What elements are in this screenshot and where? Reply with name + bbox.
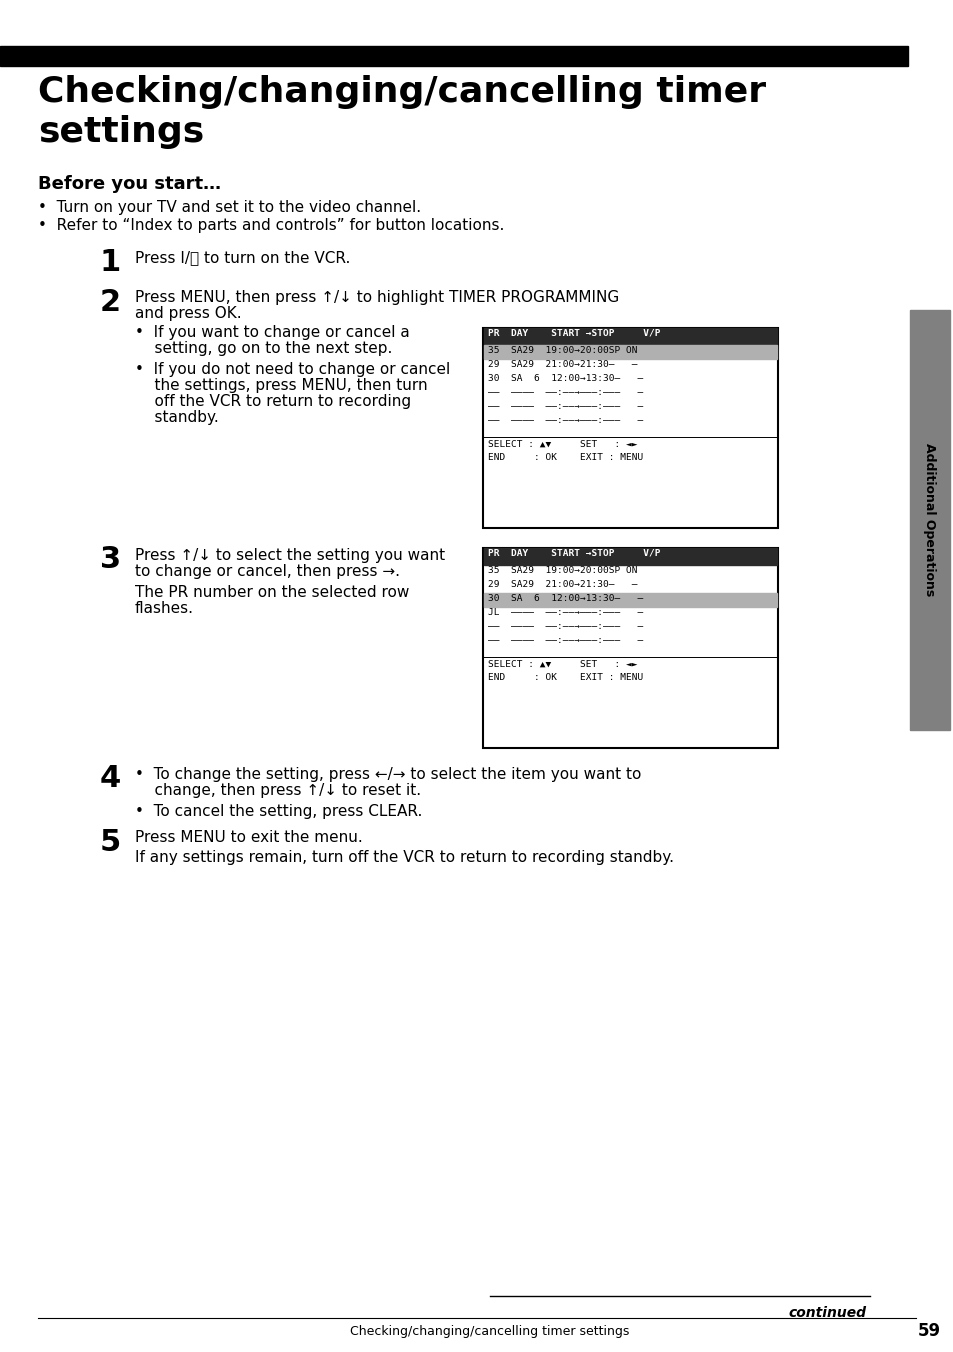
Text: If any settings remain, turn off the VCR to return to recording standby.: If any settings remain, turn off the VCR… — [135, 850, 673, 865]
Text: 4: 4 — [100, 764, 121, 794]
Text: 29  SA29  21:00→21:30–   –: 29 SA29 21:00→21:30– – — [488, 360, 637, 369]
Text: •  Refer to “Index to parts and controls” for button locations.: • Refer to “Index to parts and controls”… — [38, 218, 504, 233]
Text: •  If you do not need to change or cancel: • If you do not need to change or cancel — [135, 362, 450, 377]
Text: SELECT : ▲▼     SET   : ◄►: SELECT : ▲▼ SET : ◄► — [488, 660, 637, 669]
Text: ––  ––––  ––:––→–––:–––   –: –– –––– ––:––→–––:––– – — [488, 622, 642, 631]
Text: 35  SA29  19:00→20:00SP ON: 35 SA29 19:00→20:00SP ON — [488, 346, 637, 356]
Text: 59: 59 — [917, 1322, 941, 1340]
Text: 1: 1 — [100, 247, 121, 277]
Text: to change or cancel, then press →.: to change or cancel, then press →. — [135, 564, 399, 579]
Text: END     : OK    EXIT : MENU: END : OK EXIT : MENU — [488, 673, 642, 681]
Bar — [909, 310, 949, 730]
Text: 29  SA29  21:00→21:30–   –: 29 SA29 21:00→21:30– – — [488, 580, 637, 589]
Text: ––  ––––  ––:––→–––:–––   –: –– –––– ––:––→–––:––– – — [488, 416, 642, 425]
Bar — [482, 329, 778, 529]
Text: ––  ––––  ––:––→–––:–––   –: –– –––– ––:––→–––:––– – — [488, 402, 642, 411]
Text: PR  DAY    START →STOP     V/P: PR DAY START →STOP V/P — [488, 549, 659, 558]
Bar — [483, 594, 776, 607]
Text: 35  SA29  19:00→20:00SP ON: 35 SA29 19:00→20:00SP ON — [488, 566, 637, 575]
Text: off the VCR to return to recording: off the VCR to return to recording — [135, 393, 411, 410]
Text: •  To cancel the setting, press CLEAR.: • To cancel the setting, press CLEAR. — [135, 804, 422, 819]
Text: continued: continued — [787, 1306, 865, 1320]
Text: change, then press ↑/↓ to reset it.: change, then press ↑/↓ to reset it. — [135, 783, 420, 798]
Text: 30  SA  6  12:00→13:30–   –: 30 SA 6 12:00→13:30– – — [488, 594, 642, 603]
Bar — [483, 329, 776, 345]
Text: setting, go on to the next step.: setting, go on to the next step. — [135, 341, 392, 356]
Text: JL  ––––  ––:––→–––:–––   –: JL –––– ––:––→–––:––– – — [488, 608, 642, 617]
Text: •  If you want to change or cancel a: • If you want to change or cancel a — [135, 324, 410, 339]
Text: and press OK.: and press OK. — [135, 306, 241, 320]
Text: the settings, press MENU, then turn: the settings, press MENU, then turn — [135, 379, 427, 393]
Text: 3: 3 — [100, 545, 121, 575]
Text: PR  DAY    START →STOP     V/P: PR DAY START →STOP V/P — [488, 329, 659, 338]
Text: Before you start…: Before you start… — [38, 174, 221, 193]
Text: Additional Operations: Additional Operations — [923, 443, 936, 596]
Text: SELECT : ▲▼     SET   : ◄►: SELECT : ▲▼ SET : ◄► — [488, 439, 637, 449]
Text: •  To change the setting, press ←/→ to select the item you want to: • To change the setting, press ←/→ to se… — [135, 767, 640, 781]
Text: END     : OK    EXIT : MENU: END : OK EXIT : MENU — [488, 453, 642, 462]
Text: Checking/changing/cancelling timer: Checking/changing/cancelling timer — [38, 74, 765, 110]
Bar — [483, 548, 776, 565]
Text: 30  SA  6  12:00→13:30–   –: 30 SA 6 12:00→13:30– – — [488, 375, 642, 383]
Text: Press I/⏻ to turn on the VCR.: Press I/⏻ to turn on the VCR. — [135, 250, 350, 265]
Text: settings: settings — [38, 115, 204, 149]
Text: 5: 5 — [100, 827, 121, 857]
Text: The PR number on the selected row: The PR number on the selected row — [135, 585, 409, 600]
Bar — [0, 46, 907, 66]
Text: Checking/changing/cancelling timer settings: Checking/changing/cancelling timer setti… — [350, 1325, 629, 1338]
Bar — [482, 548, 778, 748]
Text: Press ↑/↓ to select the setting you want: Press ↑/↓ to select the setting you want — [135, 548, 445, 562]
Text: flashes.: flashes. — [135, 602, 193, 617]
Text: Press MENU, then press ↑/↓ to highlight TIMER PROGRAMMING: Press MENU, then press ↑/↓ to highlight … — [135, 289, 618, 306]
Text: •  Turn on your TV and set it to the video channel.: • Turn on your TV and set it to the vide… — [38, 200, 420, 215]
Text: Press MENU to exit the menu.: Press MENU to exit the menu. — [135, 830, 362, 845]
Text: standby.: standby. — [135, 410, 218, 425]
Bar — [483, 345, 776, 360]
Text: ––  ––––  ––:––→–––:–––   –: –– –––– ––:––→–––:––– – — [488, 635, 642, 645]
Text: 2: 2 — [100, 288, 121, 316]
Text: ––  ––––  ––:––→–––:–––   –: –– –––– ––:––→–––:––– – — [488, 388, 642, 397]
